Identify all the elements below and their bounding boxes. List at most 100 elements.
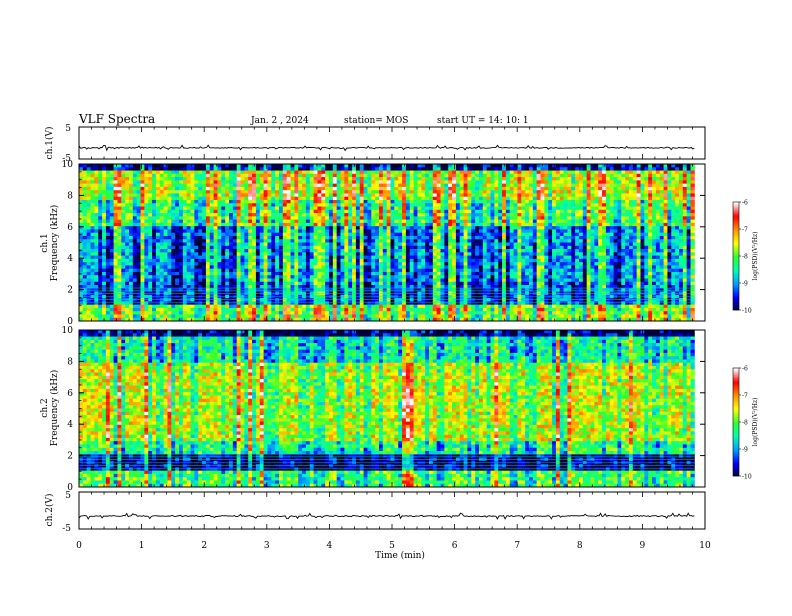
spectrogram-cell	[259, 213, 265, 217]
spectrogram-cell	[255, 190, 261, 194]
spectrogram-cell	[455, 216, 461, 220]
spectrogram-cell	[132, 307, 138, 312]
spectrogram-cell	[109, 265, 115, 270]
spectrogram-cell	[125, 242, 130, 247]
spectrogram-cell	[244, 219, 249, 224]
spectrogram-cell	[82, 288, 88, 292]
spectrogram-cell	[459, 278, 464, 283]
spectrogram-cell	[202, 177, 207, 181]
spectrogram-cell	[348, 265, 353, 270]
spectrogram-cell	[263, 242, 268, 247]
spectrogram-cell	[352, 167, 357, 171]
spectrogram-cell	[378, 262, 384, 266]
spectrogram-cell	[105, 252, 111, 256]
spectrogram-cell	[167, 203, 172, 207]
spectrogram-cell	[167, 196, 172, 201]
spectrogram-cell	[225, 255, 230, 260]
spectrogram-cell	[386, 281, 391, 286]
spectrogram-cell	[159, 222, 165, 227]
spectrogram-cell	[263, 262, 268, 266]
spectrogram-cell	[344, 180, 349, 185]
spectrogram-cell	[367, 219, 372, 224]
spectrogram-cell	[440, 301, 445, 306]
spectrogram-cell	[309, 219, 315, 224]
spectrogram-cell	[321, 186, 326, 191]
spectrogram-cell	[125, 170, 130, 175]
spectrogram-cell	[417, 275, 422, 279]
spectrogram-cell	[298, 232, 303, 237]
spectrogram-cell	[290, 249, 295, 253]
spectrogram-cell	[348, 167, 353, 171]
spectrogram-cell	[152, 245, 157, 250]
spectrogram-cell	[225, 203, 230, 207]
spectrogram-cell	[382, 304, 388, 309]
spectrogram-cell	[325, 304, 330, 309]
spectrogram-cell	[463, 206, 468, 211]
spectrogram-cell	[155, 222, 161, 227]
spectrogram-cell	[409, 186, 414, 191]
spectrogram-cell	[225, 180, 230, 185]
spectrogram-cell	[390, 173, 395, 178]
spectrogram-cell	[421, 255, 426, 260]
spectrogram-cell	[232, 268, 238, 273]
spectrogram-cell	[421, 252, 426, 256]
spectrogram-cell	[290, 314, 295, 319]
spectrogram-cell	[129, 164, 134, 168]
spectrogram-cell	[255, 164, 261, 168]
spectrogram-cell	[240, 242, 245, 247]
spectrogram-cell	[282, 278, 288, 283]
spectrogram-cell	[409, 206, 414, 211]
spectrogram-cell	[332, 242, 338, 247]
spectrogram-cell	[194, 235, 199, 240]
spectrogram-cell	[225, 226, 230, 230]
spectrogram-cell	[129, 285, 134, 289]
spectrogram-cell	[163, 298, 168, 302]
spectrogram-cell	[355, 219, 361, 224]
spectrogram-cell	[463, 170, 468, 175]
spectrogram-cell	[336, 242, 341, 247]
spectrogram-cell	[248, 193, 253, 198]
spectrogram-cell	[179, 170, 184, 175]
spectrogram-cell	[309, 245, 315, 250]
spectrogram-cell	[79, 196, 84, 201]
spectrogram-cell	[432, 317, 438, 322]
spectrogram-cell	[121, 307, 126, 312]
spectrogram-cell	[321, 275, 326, 279]
spectrogram-cell	[259, 222, 265, 227]
spectrogram-cell	[325, 307, 330, 312]
spectrogram-cell	[302, 268, 307, 273]
spectrogram-cell	[263, 229, 268, 234]
spectrogram-cell	[405, 206, 411, 211]
spectrogram-cell	[432, 199, 438, 204]
spectrogram-cell	[305, 242, 311, 247]
spectrogram-cell	[255, 216, 261, 220]
spectrogram-cell	[236, 258, 241, 263]
spectrogram-cell	[209, 314, 215, 319]
spectrogram-cell	[340, 232, 345, 237]
spectrogram-cell	[328, 196, 334, 201]
spectrogram-cell	[221, 288, 226, 292]
spectrogram-cell	[340, 219, 345, 224]
spectrogram-cell	[355, 199, 361, 204]
spectrogram-cell	[313, 216, 318, 220]
spectrogram-cell	[198, 180, 203, 185]
spectrogram-cell	[136, 167, 141, 171]
spectrogram-cell	[236, 242, 241, 247]
spectrogram-cell	[248, 288, 253, 292]
spectrogram-cell	[129, 229, 134, 234]
spectrogram-cell	[244, 311, 249, 315]
spectrogram-cell	[471, 249, 476, 253]
spectrogram-cell	[398, 298, 403, 302]
spectrogram-cell	[129, 307, 134, 312]
spectrogram-cell	[444, 288, 449, 292]
spectrogram-cell	[190, 265, 195, 270]
spectrogram-cell	[90, 242, 95, 247]
spectrogram-cell	[359, 239, 365, 243]
spectrogram-cell	[209, 190, 215, 194]
spectrogram-cell	[413, 242, 418, 247]
spectrogram-cell	[144, 226, 149, 230]
spectrogram-cell	[79, 314, 84, 319]
spectrogram-cell	[475, 226, 480, 230]
spectrogram-cell	[448, 164, 453, 168]
